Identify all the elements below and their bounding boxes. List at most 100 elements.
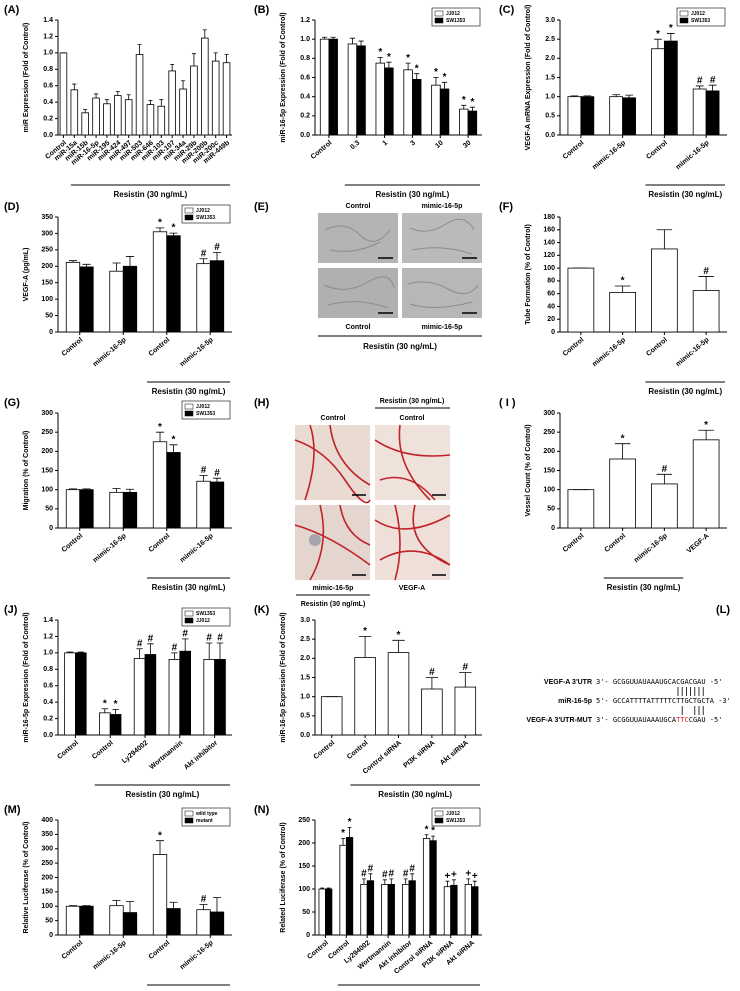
error-bar (441, 81, 448, 89)
x-tick-label: mimic-16-5p (179, 533, 215, 565)
error-bar (368, 873, 373, 881)
y-tick-label: 50 (547, 506, 555, 513)
bar (64, 652, 76, 736)
error-bar (213, 52, 218, 62)
error-bar (104, 99, 109, 104)
significance-marker: # (361, 869, 367, 880)
image-label: mimic-16-5p (422, 324, 463, 331)
y-tick-label: 200 (41, 448, 53, 455)
error-bar (212, 477, 222, 482)
y-tick-label: 50 (45, 917, 53, 924)
x-tick-label: mimic-16-5p (92, 337, 128, 369)
bar (109, 491, 124, 529)
x-tick-label: mimic-16-5p (92, 940, 128, 972)
bar (168, 659, 181, 736)
bar (168, 70, 176, 136)
y-tick-label: 100 (298, 886, 310, 893)
significance-marker: * (387, 52, 391, 63)
bar (99, 712, 111, 736)
significance-marker: * (172, 434, 176, 445)
sequence-name: VEGF-A 3'UTR (544, 679, 592, 686)
y-axis-label: miR Expression (Fold of Control) (23, 23, 30, 133)
bar (384, 67, 394, 136)
y-tick-label: 300 (41, 846, 53, 853)
legend-swatch (184, 410, 194, 417)
group-label: Resistin (30 ng/mL) (648, 190, 722, 199)
error-bar (170, 63, 175, 71)
chart-panel: (K) miR-16-5p Expression (Fold of Control… (254, 604, 482, 799)
y-tick-label: 0.5 (300, 713, 310, 720)
bar (122, 912, 138, 936)
y-tick-label: 20 (547, 316, 555, 323)
bar (345, 837, 354, 936)
bar (79, 905, 94, 936)
x-tick-label: 0.3 (349, 140, 361, 152)
x-tick-label: PI3K siRNA (402, 740, 436, 770)
sequence-part: CGAU -5' (689, 716, 723, 724)
legend-label: JJ012 (446, 11, 460, 17)
x-tick-label: Control (346, 740, 370, 761)
bar (152, 854, 168, 936)
x-tick-label: Wortmannin (149, 740, 185, 772)
y-tick-label: 1.0 (545, 94, 555, 101)
y-axis-label: miR-16-5p Expression (Fold of Control) (280, 612, 287, 742)
bar (144, 654, 157, 736)
image-label: mimic-16-5p (422, 203, 463, 210)
micrograph (318, 213, 398, 263)
x-tick-label: mimic-16-5p (675, 140, 711, 172)
panel-label: (G) (4, 397, 20, 409)
error-bar (656, 473, 673, 484)
panel-label: (D) (4, 201, 20, 213)
y-tick-label: 100 (543, 487, 555, 494)
y-tick-label: 150 (543, 467, 555, 474)
y-tick-label: 0.0 (43, 132, 53, 139)
y-tick-label: 300 (41, 410, 53, 417)
bar (152, 231, 168, 333)
y-tick-label: 200 (41, 874, 53, 881)
chart-panel: (F) Tube Formation (% of Control) 0 20 40 60 8… (499, 201, 727, 396)
error-bar (614, 443, 631, 459)
bar (196, 480, 211, 529)
significance-marker: * (656, 29, 660, 40)
bar (179, 650, 191, 736)
significance-marker: # (214, 242, 220, 253)
error-bar (570, 95, 579, 97)
legend-label: wild type (195, 811, 218, 817)
significance-marker: * (158, 830, 162, 841)
bar (408, 880, 416, 936)
bar (471, 886, 479, 936)
image-label: Control (321, 415, 346, 422)
significance-marker: # (172, 642, 178, 653)
chart-panel: (B) miR-16-5p Expression (Fold of Control… (254, 4, 482, 199)
error-bar (382, 879, 387, 885)
base-pairing (677, 687, 704, 715)
x-tick-label: mimic-16-5p (591, 337, 627, 369)
error-bar (82, 905, 91, 907)
significance-marker: # (148, 633, 154, 644)
y-tick-label: 2.5 (545, 36, 555, 43)
bar (166, 452, 181, 529)
error-bar (137, 44, 142, 55)
error-bar (410, 873, 415, 881)
bar (81, 112, 89, 136)
bar (431, 84, 441, 136)
legend-swatch (184, 817, 194, 824)
sequence-name: VEGF-A 3'UTR-MUT (526, 717, 592, 724)
bar (454, 686, 477, 736)
group-label: Resistin (30 ng/mL) (648, 387, 722, 396)
x-tick-label: Control (310, 140, 334, 161)
legend-box (181, 204, 231, 224)
error-bar (320, 887, 325, 889)
error-bar (68, 488, 78, 490)
x-tick-label: mimic-16-5p (179, 337, 215, 369)
significance-marker: * (378, 47, 382, 58)
x-tick-label: VEGF-A (686, 533, 711, 555)
panel-label: (C) (499, 4, 515, 16)
y-tick-label: 0.4 (43, 699, 53, 706)
bar (412, 79, 422, 136)
legend-swatch (434, 817, 444, 824)
error-bar (136, 648, 143, 659)
bar (209, 260, 225, 333)
error-bar (358, 636, 372, 658)
bar (79, 266, 94, 333)
